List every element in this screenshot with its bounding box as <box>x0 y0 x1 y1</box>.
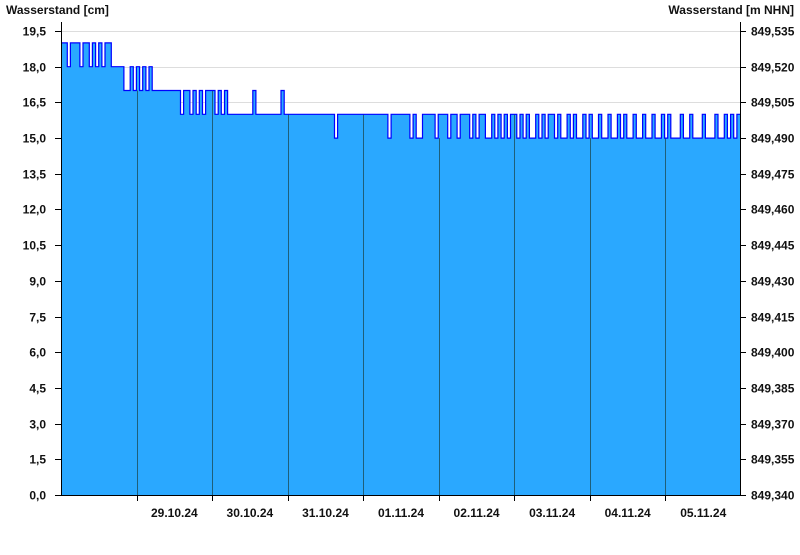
y-tick-label-right: 849,355 <box>751 453 795 467</box>
y-tick-label-left: 4,5 <box>29 382 46 396</box>
y-tick-label-left: 3,0 <box>29 418 46 432</box>
y-tick-label-right: 849,370 <box>751 418 795 432</box>
y-tick-label-right: 849,460 <box>751 203 795 217</box>
y-tick-label-left: 7,5 <box>29 311 46 325</box>
y-tick-label-right: 849,400 <box>751 346 795 360</box>
y-tick-label-left: 18,0 <box>23 61 47 75</box>
data-area <box>61 42 740 496</box>
y-axis-label-left: Wasserstand [cm] <box>6 3 109 17</box>
y-tick-label-right: 849,490 <box>751 132 795 146</box>
y-tick-label-right: 849,415 <box>751 311 795 325</box>
y-tick-label-left: 19,5 <box>23 25 47 39</box>
y-tick-label-left: 9,0 <box>29 275 46 289</box>
y-tick-label-right: 849,385 <box>751 382 795 396</box>
y-tick-label-left: 6,0 <box>29 346 46 360</box>
y-tick-label-right: 849,505 <box>751 96 795 110</box>
x-tick-label: 29.10.24 <box>151 506 198 520</box>
x-tick-label: 05.11.24 <box>680 506 726 520</box>
x-tick-label: 03.11.24 <box>529 506 575 520</box>
y-tick-label-left: 0,0 <box>29 489 46 503</box>
y-tick-label-left: 1,5 <box>29 453 46 467</box>
y-tick-label-right: 849,535 <box>751 25 795 39</box>
y-tick-label-right: 849,520 <box>751 61 795 75</box>
y-tick-label-right: 849,430 <box>751 275 795 289</box>
x-tick-label: 02.11.24 <box>454 506 500 520</box>
x-tick-label: 30.10.24 <box>227 506 274 520</box>
y-tick-label-right: 849,340 <box>751 489 795 503</box>
y-tick-label-left: 10,5 <box>23 239 47 253</box>
x-tick-label: 04.11.24 <box>605 506 651 520</box>
x-tick-label: 01.11.24 <box>378 506 424 520</box>
y-tick-label-right: 849,475 <box>751 168 795 182</box>
y-axis-label-right: Wasserstand [m NHN] <box>668 3 794 17</box>
axes: 0,0 849,340 1,5 849,355 3,0 849,370 4,5 849,385… <box>23 22 795 520</box>
y-tick-label-left: 13,5 <box>23 168 47 182</box>
series-line <box>61 42 740 139</box>
y-tick-label-right: 849,445 <box>751 239 795 253</box>
y-tick-label-left: 12,0 <box>23 203 47 217</box>
y-tick-label-left: 15,0 <box>23 132 47 146</box>
y-tick-label-left: 16,5 <box>23 96 47 110</box>
x-tick-label: 31.10.24 <box>302 506 349 520</box>
area-fill <box>61 42 740 496</box>
